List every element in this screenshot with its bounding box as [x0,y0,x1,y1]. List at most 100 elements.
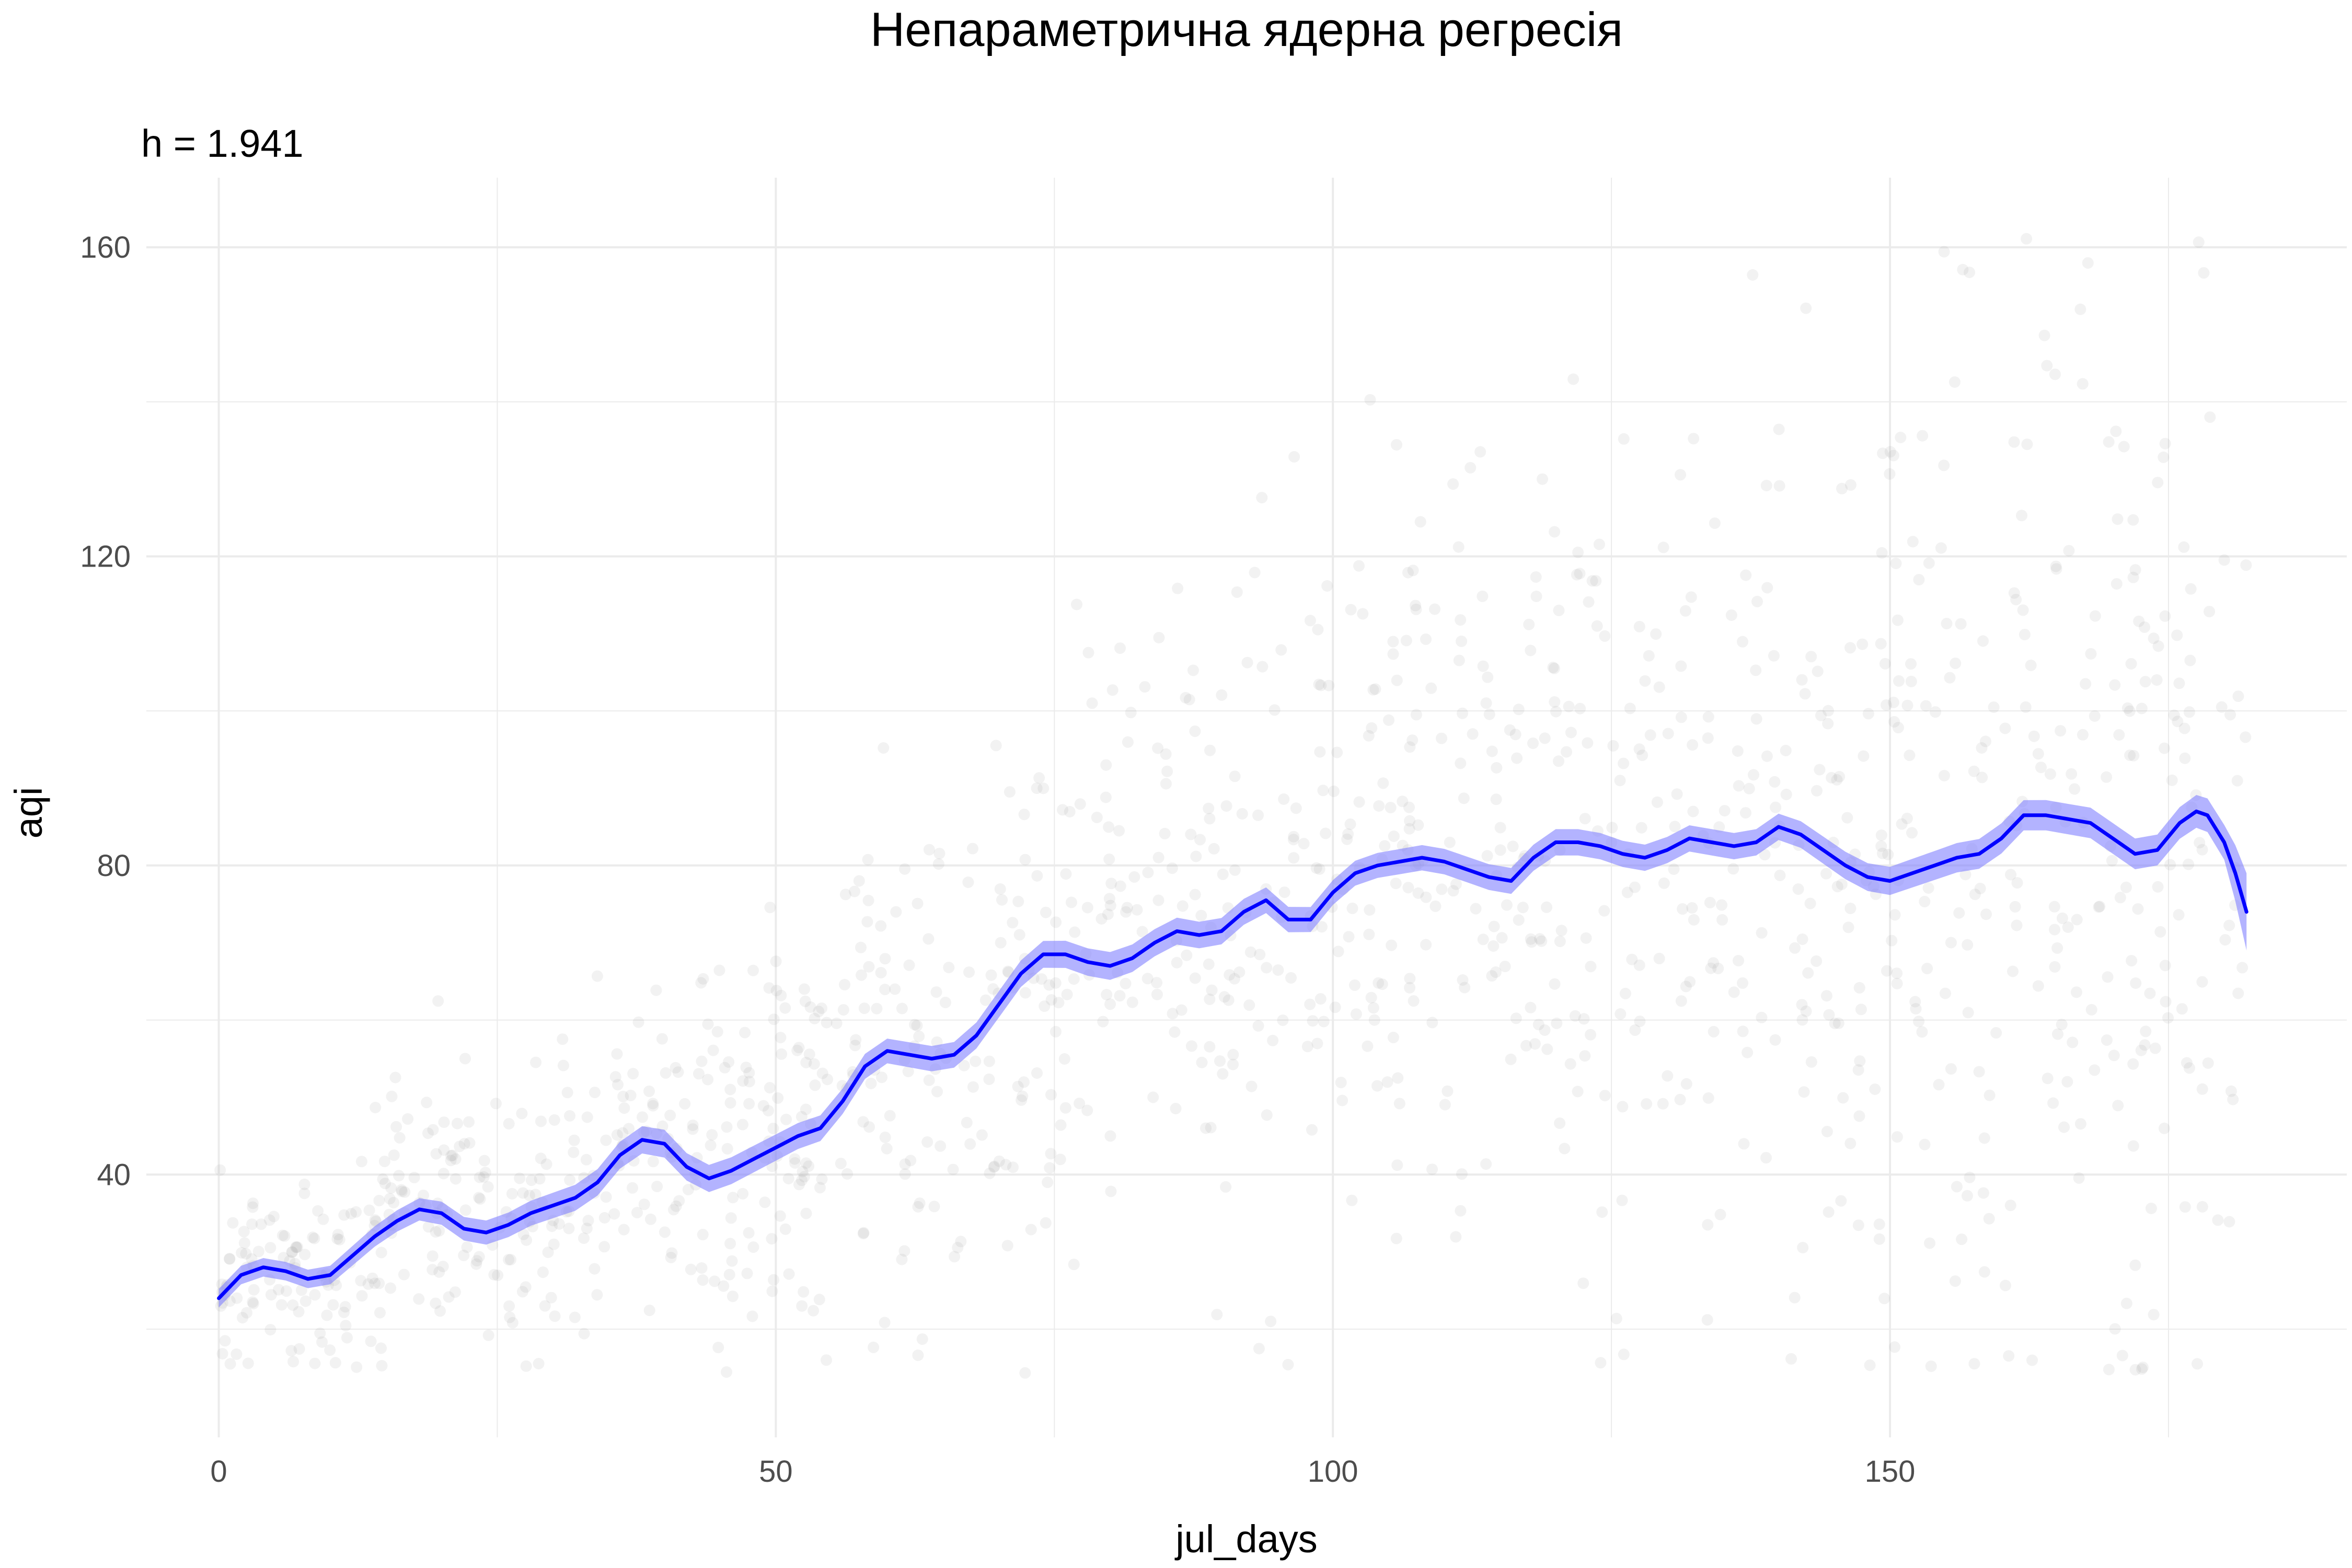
scatter-point [1444,836,1456,848]
scatter-point [1055,1119,1067,1131]
scatter-point [1891,1131,1903,1143]
scatter-point [1504,724,1516,736]
scatter-point [2049,368,2061,381]
scatter-point [1288,831,1300,843]
scatter-point [789,1153,801,1165]
scatter-point [1773,480,1785,492]
scatter-point [2120,881,2132,893]
scatter-point [898,1245,910,1257]
scatter-point [2093,901,2105,913]
scatter-point [1901,812,1913,824]
scatter-point [1366,722,1378,734]
scatter-point [685,1263,697,1275]
scatter-point [923,933,935,945]
scatter-point [1091,812,1103,823]
scatter-point [2111,578,2123,590]
scatter-point [702,1018,714,1030]
scatter-point [780,1113,792,1125]
scatter-point [1486,745,1498,757]
fit-line-layer [217,809,2249,1300]
scatter-point [1103,854,1115,865]
scatter-point [2089,710,2101,722]
scatter-point [396,1184,407,1196]
scatter-point [1910,1003,1922,1014]
scatter-point [1019,854,1031,866]
scatter-point [1142,973,1154,985]
scatter-point [1837,1092,1849,1104]
scatter-point [1774,869,1786,881]
scatter-point [1480,1158,1492,1170]
scatter-point [1675,711,1687,723]
scatter-point [433,1266,445,1278]
scatter-point [791,1044,803,1056]
scatter-point [384,1193,396,1205]
scatter-point [2192,1358,2203,1370]
scatter-point [1999,1279,2011,1292]
scatter-point [1350,1008,1362,1020]
scatter-point [1539,732,1551,744]
scatter-point [247,1298,259,1310]
scatter-point [1410,603,1422,615]
scatter-point [2224,709,2236,721]
scatter-point [1447,885,1459,897]
scatter-point [855,941,867,953]
scatter-point [1626,953,1638,965]
scatter-point [1853,982,1865,994]
scatter-point [1578,1013,1590,1025]
scatter-point [503,1254,515,1266]
scatter-point [1878,1293,1890,1305]
scatter-point [1254,949,1266,961]
scatter-point [2149,1042,2161,1054]
scatter-point [1643,650,1655,662]
scatter-point [1621,886,1633,898]
scatter-point [309,1357,321,1369]
scatter-point [890,906,902,918]
scatter-point [863,961,875,973]
scatter-point [291,1241,302,1253]
scatter-point [1569,1010,1581,1022]
scatter-point [2204,606,2215,618]
scatter-point [227,1217,239,1229]
scatter-point [774,1210,786,1222]
scatter-point [1844,1137,1857,1149]
scatter-point [1288,852,1300,864]
scatter-point [1733,780,1745,792]
confidence-band [218,795,2247,1308]
scatter-point [1019,987,1031,999]
scatter-point [647,1156,659,1168]
scatter-point [1881,699,1892,711]
scatter-point [1892,614,1904,626]
scatter-point [1572,1086,1584,1098]
scatter-point [1657,1098,1669,1110]
scatter-point [879,953,891,965]
scatter-point [2032,748,2044,760]
scatter-point [1756,927,1768,939]
scatter-point [331,1233,343,1245]
scatter-point [1353,560,1365,572]
scatter-point [800,1207,812,1219]
scatter-point [1045,1089,1057,1101]
scatter-point [1760,1152,1772,1164]
scatter-point [2005,869,2016,881]
scatter-point [2158,1122,2170,1134]
scatter-point [278,1252,290,1264]
scatter-point [1896,818,1908,830]
scatter-point [1675,469,1686,481]
scatter-point [1811,955,1823,967]
scatter-point [1873,1218,1885,1230]
scatter-point [804,1001,816,1013]
scatter-point [697,1274,709,1286]
scatter-point [1243,999,1255,1011]
scatter-point [1069,926,1081,938]
scatter-point [1457,974,1469,986]
scatter-point [430,1148,442,1160]
scatter-point [1496,932,1508,944]
scatter-point [2173,677,2185,689]
scatter-point [1400,635,1412,647]
scatter-point [1012,1080,1024,1092]
scatter-point [1220,1181,1232,1193]
scatter-point [1229,864,1241,876]
scatter-point [2225,1085,2237,1097]
scatter-point [1346,1194,1358,1206]
